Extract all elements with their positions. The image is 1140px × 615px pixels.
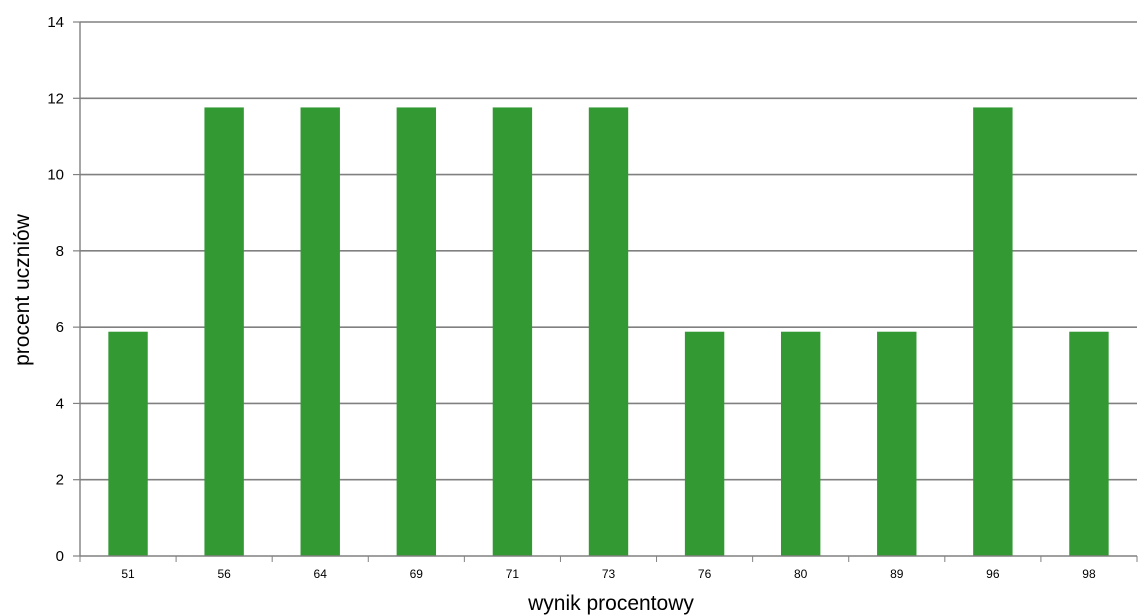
- y-tick-label: 14: [47, 14, 64, 31]
- bar-89: [877, 331, 917, 556]
- x-axis-title: wynik procentowy: [527, 592, 694, 615]
- y-tick-label: 0: [56, 548, 64, 565]
- bar-51: [108, 331, 148, 556]
- bars: [108, 107, 1109, 556]
- axes: [73, 21, 1138, 562]
- x-tick-label: 71: [506, 567, 520, 581]
- y-tick-label: 10: [47, 167, 64, 184]
- x-tick-label: 80: [794, 567, 808, 581]
- bar-98: [1069, 331, 1109, 556]
- y-tick-labels: 0 2 4 6 8 10 12 14: [47, 14, 64, 565]
- x-tick-label: 51: [121, 567, 135, 581]
- y-tick-label: 2: [56, 472, 64, 489]
- x-tick-label: 73: [602, 567, 616, 581]
- x-tick-label: 89: [890, 567, 904, 581]
- bar-56: [204, 107, 244, 556]
- y-tick-label: 8: [56, 243, 64, 260]
- bar-71: [492, 107, 533, 556]
- x-tick-label: 96: [986, 567, 1000, 581]
- bar-64: [300, 107, 340, 556]
- y-tick-label: 4: [56, 395, 64, 412]
- bar-73: [588, 107, 629, 556]
- x-tick-label: 98: [1082, 567, 1096, 581]
- y-tick-label: 6: [56, 319, 64, 336]
- bar-80: [780, 331, 821, 556]
- y-tick-label: 12: [47, 90, 64, 107]
- bar-76: [684, 331, 725, 556]
- x-tick-labels: 51 56 64 69 71 73 76 80 89 96 98: [121, 567, 1096, 581]
- y-axis-title: procent uczniów: [11, 213, 34, 366]
- x-tick-label: 76: [698, 567, 712, 581]
- x-tick-label: 69: [410, 567, 424, 581]
- x-tick-label: 56: [217, 567, 231, 581]
- bar-96: [973, 107, 1013, 556]
- x-tick-label: 64: [314, 567, 328, 581]
- bar-69: [396, 107, 437, 556]
